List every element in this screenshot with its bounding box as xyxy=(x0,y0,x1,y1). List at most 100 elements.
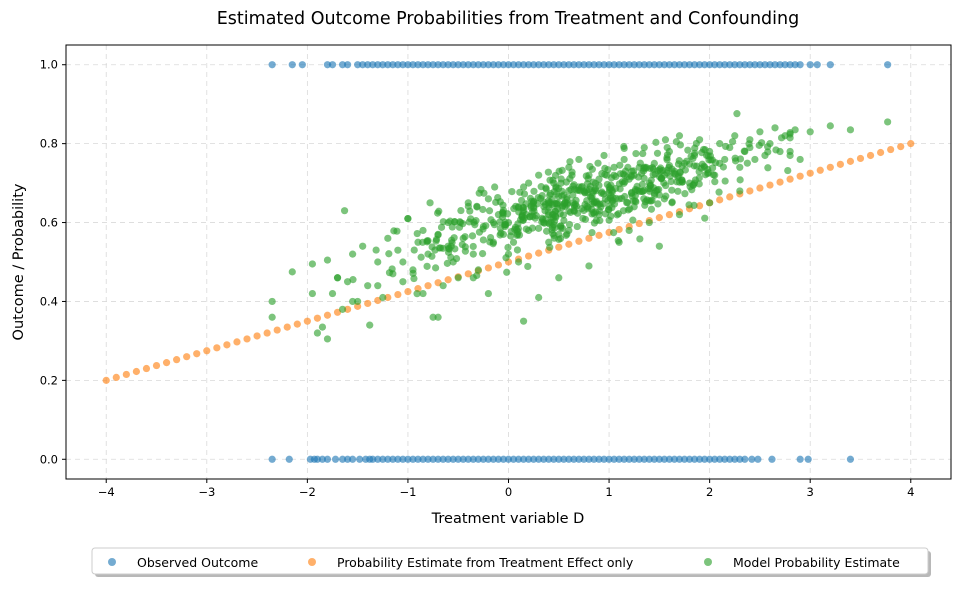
observed-outcome-point xyxy=(338,455,347,463)
observed-outcome-point xyxy=(771,61,779,69)
observed-outcome-point xyxy=(796,61,804,69)
model-estimate-point xyxy=(479,205,487,214)
model-estimate-point xyxy=(736,163,744,171)
model-estimate-point xyxy=(846,126,855,134)
x-tick-label: 3 xyxy=(807,485,814,499)
treatment-effect-point xyxy=(776,178,784,186)
model-estimate-point xyxy=(454,274,462,282)
observed-outcome-point xyxy=(620,455,628,463)
model-estimate-point xyxy=(323,335,332,343)
observed-outcome-point xyxy=(690,61,699,69)
observed-outcome-point xyxy=(313,455,322,463)
treatment-effect-point xyxy=(142,364,151,373)
observed-outcome-point xyxy=(585,61,593,69)
model-estimate-point xyxy=(609,229,618,237)
y-tick-label: 0.6 xyxy=(40,216,58,230)
model-estimate-point xyxy=(554,193,563,201)
model-estimate-point xyxy=(660,179,668,187)
treatment-effect-point xyxy=(826,163,834,171)
observed-outcome-point xyxy=(560,61,568,69)
model-estimate-point xyxy=(519,216,527,225)
model-estimate-point xyxy=(590,219,599,227)
model-estimate-point xyxy=(423,262,431,270)
model-estimate-point xyxy=(728,138,737,146)
chart-title: Estimated Outcome Probabilities from Tre… xyxy=(217,9,799,29)
model-estimate-point xyxy=(692,139,700,148)
observed-outcome-point xyxy=(610,61,618,69)
model-estimate-point xyxy=(502,254,510,262)
observed-outcome-point xyxy=(519,61,528,69)
model-estimate-point xyxy=(772,146,780,154)
model-estimate-point xyxy=(501,221,509,229)
model-estimate-point xyxy=(806,128,814,136)
observed-outcome-point xyxy=(781,61,789,69)
observed-outcome-point xyxy=(514,455,523,463)
model-estimate-point xyxy=(439,282,447,290)
model-estimate-point xyxy=(621,192,629,201)
model-estimate-point xyxy=(708,156,716,164)
model-estimate-point xyxy=(595,207,604,215)
treatment-effect-point xyxy=(273,326,281,334)
model-estimate-point xyxy=(340,207,349,215)
model-estimate-point xyxy=(485,207,494,215)
y-tick-label: 0.8 xyxy=(40,137,58,151)
observed-outcome-point xyxy=(826,61,834,69)
observed-outcome-point xyxy=(369,61,377,69)
observed-outcome-point xyxy=(343,455,352,463)
observed-outcome-point xyxy=(716,455,724,463)
treatment-effect-point xyxy=(102,376,110,384)
observed-outcome-point xyxy=(550,455,558,463)
legend-label: Model Probability Estimate xyxy=(733,555,900,570)
model-estimate-point xyxy=(715,188,723,196)
legend: Observed Outcome Probability Estimate fro… xyxy=(91,547,931,577)
model-estimate-point xyxy=(684,146,692,154)
model-estimate-point xyxy=(268,313,276,321)
model-estimate-point xyxy=(585,262,593,270)
model-estimate-point xyxy=(671,170,679,178)
model-estimate-point xyxy=(756,128,764,136)
model-estimate-point xyxy=(338,305,347,313)
treatment-effect-point xyxy=(887,145,895,154)
model-estimate-point xyxy=(534,224,543,232)
treatment-effect-point xyxy=(384,293,392,302)
model-estimate-point xyxy=(475,228,484,236)
model-estimate-point xyxy=(786,134,794,142)
treatment-effect-point xyxy=(595,231,603,239)
observed-outcome-point xyxy=(615,455,623,463)
model-estimate-point xyxy=(519,183,528,191)
observed-outcome-point xyxy=(701,61,709,69)
observed-outcome-point xyxy=(796,455,804,463)
observed-outcome-point xyxy=(459,61,467,69)
observed-outcome-point xyxy=(555,61,563,69)
model-estimate-point xyxy=(374,282,382,290)
observed-outcome-point xyxy=(288,61,296,69)
observed-outcome-point xyxy=(550,61,558,69)
observed-outcome-point xyxy=(630,61,638,69)
model-estimate-point xyxy=(586,162,594,171)
observed-outcome-point xyxy=(711,61,719,69)
treatment-effect-point xyxy=(183,353,191,361)
observed-outcome-point xyxy=(439,455,447,463)
observed-outcome-point xyxy=(474,455,482,463)
observed-outcome-point xyxy=(754,455,762,463)
model-estimate-point xyxy=(661,136,670,144)
model-estimate-point xyxy=(616,170,625,178)
model-estimate-point xyxy=(477,185,485,194)
model-estimate-point xyxy=(288,268,296,276)
treatment-effect-point xyxy=(746,187,754,195)
model-estimate-point xyxy=(638,180,646,189)
model-estimate-point xyxy=(550,231,558,239)
observed-outcome-point xyxy=(690,455,699,463)
model-estimate-point xyxy=(654,167,662,175)
observed-outcome-point xyxy=(359,61,367,69)
observed-outcome-point xyxy=(685,61,694,69)
model-estimate-point xyxy=(559,224,567,233)
model-estimate-point xyxy=(542,185,550,193)
observed-outcome-point xyxy=(630,455,638,463)
model-estimate-point xyxy=(539,215,547,224)
model-estimate-point xyxy=(716,140,724,148)
observed-outcome-point xyxy=(748,455,756,463)
model-estimate-point xyxy=(736,187,744,195)
model-estimate-point xyxy=(432,237,440,245)
observed-outcome-point xyxy=(419,61,427,69)
